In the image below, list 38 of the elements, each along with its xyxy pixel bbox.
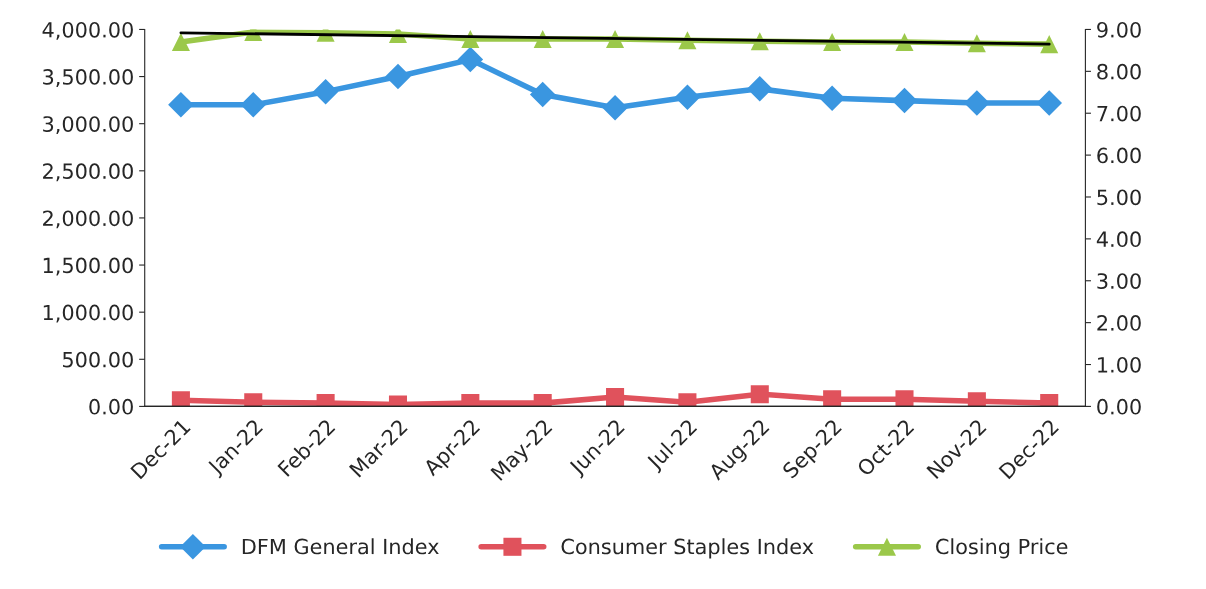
y-tick-label: 3,000.00: [43, 116, 133, 135]
y2-tick-label: 4.00: [1096, 231, 1141, 248]
y2-tick-label: 5.00: [1097, 189, 1141, 206]
legend-label: Closing Price: [936, 538, 1068, 559]
point: [891, 87, 918, 114]
point: [457, 46, 484, 73]
legend-label: Consumer Staples Index: [561, 538, 814, 559]
point: [674, 84, 701, 111]
point: [819, 85, 845, 112]
y2-tick-label: 7.00: [1097, 105, 1141, 122]
point: [240, 92, 267, 118]
y2-tick-label: 8.00: [1097, 63, 1141, 80]
point: [747, 76, 773, 102]
legend-label: DFM General Index: [242, 538, 439, 555]
y-tick-label: 1,500.00: [43, 257, 133, 276]
point: [168, 92, 194, 118]
point: [385, 63, 411, 90]
y-tick-label: 2,500.00: [43, 163, 133, 182]
y2-tick-label: 6.00: [1097, 147, 1141, 164]
y-tick-label: 1,000.00: [43, 304, 133, 323]
point: [602, 94, 628, 121]
y2-tick-label: 2.00: [1097, 315, 1141, 331]
y2-tick-label: 1.00: [1098, 356, 1141, 373]
point: [895, 390, 914, 407]
y-tick-label: 500.00: [63, 351, 133, 368]
y-tick-label: 3,500.00: [43, 69, 133, 87]
y2-tick-label: 3.00: [1097, 273, 1141, 289]
y-tick-label: 2,000.00: [43, 210, 133, 229]
y-tick-label: 0.00: [89, 398, 133, 415]
point: [964, 90, 990, 116]
y2-tick-label: 0.00: [1097, 398, 1141, 415]
point: [823, 390, 842, 407]
y-tick-label: 4,000.00: [42, 21, 133, 40]
point: [1036, 90, 1062, 116]
y2-tick-label: 9.00: [1097, 21, 1141, 38]
point: [312, 78, 339, 105]
point: [171, 391, 190, 407]
point: [529, 81, 556, 108]
